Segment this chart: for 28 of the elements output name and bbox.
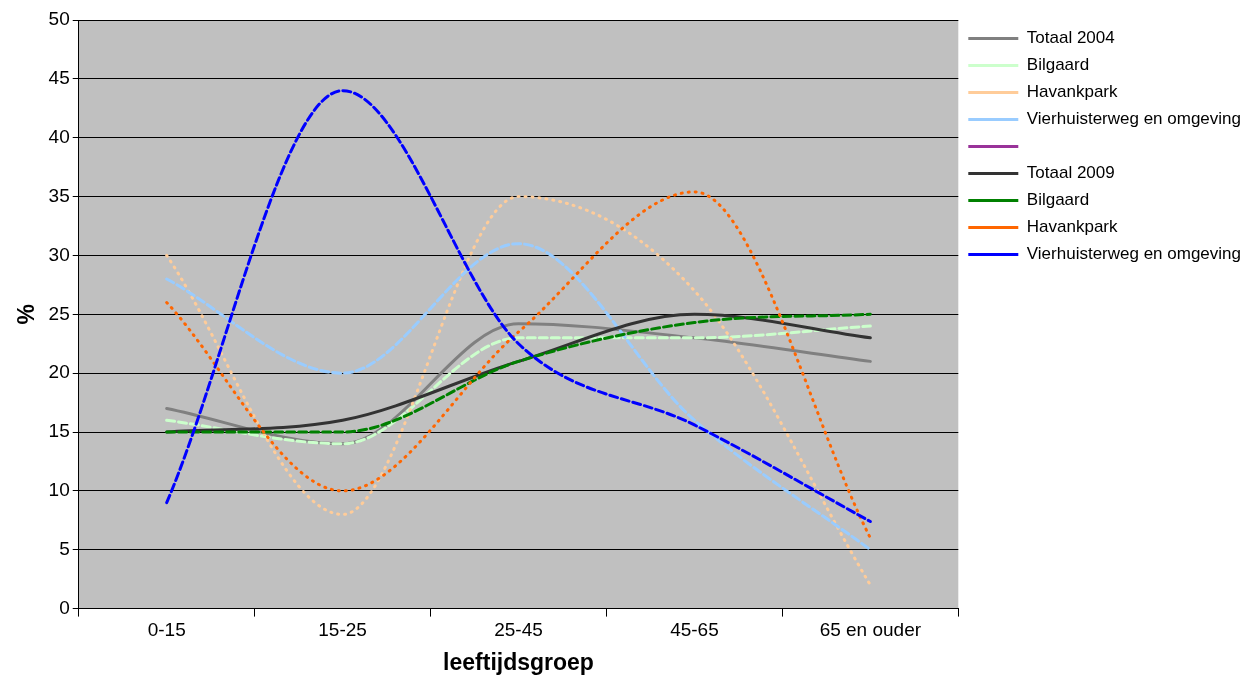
- legend-label: Vierhuisterweg en omgeving: [1026, 109, 1241, 129]
- x-tick-label: 65 en ouder: [819, 619, 922, 641]
- legend-label: Havankpark: [1026, 217, 1119, 237]
- legend-label: Havankpark: [1026, 82, 1119, 102]
- line-series: [165, 242, 872, 552]
- x-tick-label: 45-65: [670, 619, 719, 641]
- x-axis-title: leeftijdsgroep: [443, 648, 594, 675]
- y-tick-label: 0: [59, 596, 70, 618]
- y-tick-label: 15: [48, 420, 70, 442]
- y-tick-label: 30: [48, 243, 70, 265]
- legend-label: Vierhuisterweg en omgeving: [1026, 244, 1241, 264]
- y-tick-label: 10: [48, 479, 70, 501]
- x-tick-label: 0-15: [147, 619, 186, 641]
- y-tick-label: 20: [48, 361, 70, 383]
- y-axis-title: %: [13, 304, 40, 325]
- y-tick-label: 35: [48, 184, 70, 206]
- legend-label: Bilgaard: [1026, 190, 1090, 210]
- y-tick-label: 50: [48, 8, 70, 30]
- line-series: [165, 89, 872, 523]
- y-tick-label: 45: [48, 67, 70, 89]
- x-tick-label: 15-25: [318, 619, 367, 641]
- x-tick-label: 25-45: [494, 619, 543, 641]
- y-tick-label: 40: [48, 125, 70, 147]
- y-tick-label: 5: [59, 537, 70, 559]
- y-tick-label: 25: [48, 302, 70, 324]
- legend-label: Bilgaard: [1026, 55, 1090, 75]
- legend-label: Totaal 2004: [1026, 28, 1115, 48]
- legend-label: Totaal 2009: [1026, 163, 1115, 183]
